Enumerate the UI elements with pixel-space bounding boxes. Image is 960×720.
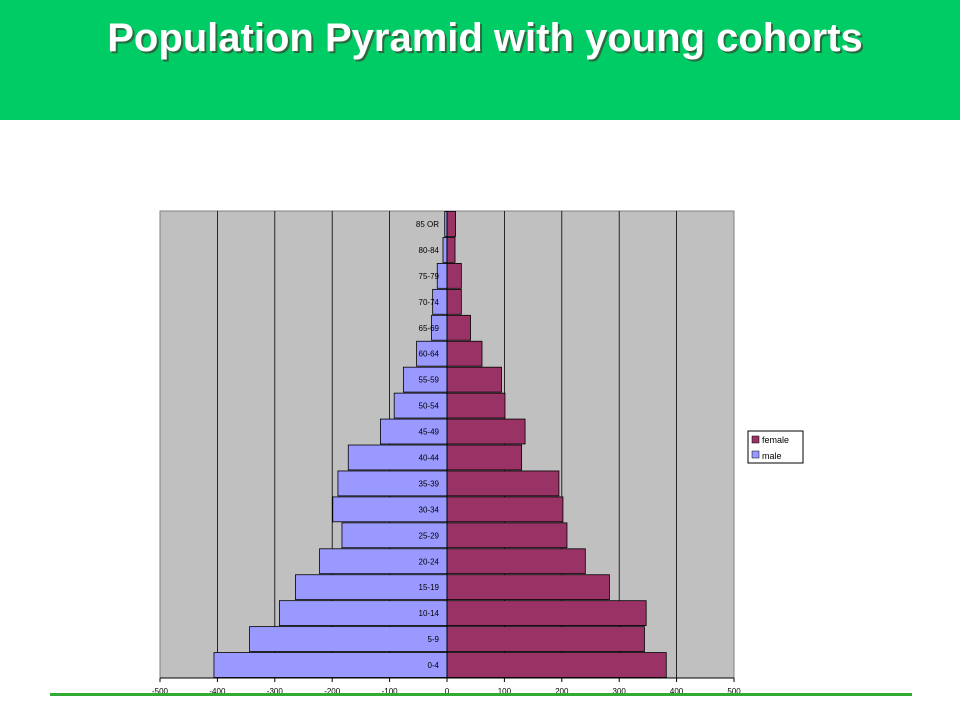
x-tick-label: 200 — [555, 687, 569, 696]
x-tick-label: -500 — [152, 687, 169, 696]
x-tick-label: 500 — [727, 687, 741, 696]
category-label: 25-29 — [419, 531, 440, 540]
bar-male-50-54 — [393, 392, 448, 419]
bar-female-40-44 — [446, 444, 523, 471]
bar-female-65-69 — [446, 314, 471, 341]
bar-female-5-9 — [446, 626, 645, 652]
legend-label-male: male — [762, 451, 782, 461]
x-tick-label: -400 — [209, 687, 226, 696]
category-label: 70-74 — [419, 298, 440, 307]
x-tick-label: 400 — [670, 687, 684, 696]
bar-female-25-29 — [446, 522, 568, 549]
bar-female-70-74 — [446, 288, 462, 315]
category-label: 5-9 — [427, 635, 439, 644]
category-label: 0-4 — [427, 661, 439, 670]
bar-female-45-49 — [446, 418, 526, 445]
bar-male-20-24 — [319, 548, 448, 575]
footer-line — [50, 693, 912, 696]
category-label: 75-79 — [419, 272, 440, 281]
x-tick-label: 300 — [613, 687, 627, 696]
x-tick-labels: -500 -400 -300 -200 -100 0 100 200 300 400 500 — [152, 678, 741, 696]
bar-male-10-14 — [278, 600, 448, 626]
bars — [213, 211, 667, 678]
bar-male-45-49 — [380, 418, 448, 445]
legend-swatch-female — [751, 435, 760, 444]
category-label: 55-59 — [419, 376, 440, 385]
bar-female-20-24 — [446, 548, 586, 575]
bar-female-60-64 — [446, 340, 483, 367]
x-tick-label: 0 — [445, 687, 450, 696]
bar-male-5-9 — [249, 626, 448, 652]
bar-female-85-or — [446, 211, 457, 237]
bar-female-30-34 — [446, 496, 564, 523]
legend-swatch-male — [751, 450, 760, 459]
bar-male-80-84 — [442, 237, 448, 263]
bar-male-0-4 — [213, 652, 448, 678]
x-tick-label: -100 — [382, 687, 399, 696]
x-tick-label: 100 — [498, 687, 512, 696]
bar-female-50-54 — [446, 392, 506, 419]
slide-title: Population Pyramid with young cohorts — [107, 16, 863, 60]
category-label: 80-84 — [419, 246, 440, 255]
bar-male-30-34 — [332, 496, 448, 523]
category-label: 85 OR — [416, 220, 439, 229]
bar-male-60-64 — [416, 340, 448, 367]
category-label: 65-69 — [419, 324, 440, 333]
bar-female-55-59 — [446, 366, 502, 393]
bar-male-25-29 — [341, 522, 448, 549]
bar-female-10-14 — [446, 600, 647, 626]
gridlines — [216, 211, 677, 678]
category-label: 30-34 — [419, 505, 440, 514]
category-label: 35-39 — [419, 479, 440, 488]
title-banner — [0, 0, 960, 120]
bar-female-15-19 — [446, 574, 610, 601]
bar-male-55-59 — [402, 366, 448, 393]
category-label: 45-49 — [419, 428, 440, 437]
category-label: 40-44 — [419, 453, 440, 462]
category-label: 10-14 — [419, 609, 440, 618]
category-label: 20-24 — [419, 557, 440, 566]
x-tick-label: -300 — [267, 687, 284, 696]
bar-male-35-39 — [337, 470, 448, 497]
legend: female male — [747, 430, 804, 464]
category-label: 15-19 — [419, 583, 440, 592]
x-tick-label: -200 — [324, 687, 341, 696]
category-labels: 0-4 5-9 10-14 15-19 20-24 25-29 30-34 35-39 40-4… — [416, 220, 440, 670]
category-label: 50-54 — [419, 402, 440, 411]
bar-female-0-4 — [446, 652, 667, 678]
category-label: 60-64 — [419, 350, 440, 359]
bar-female-80-84 — [446, 237, 456, 263]
bar-female-35-39 — [446, 470, 560, 497]
bar-female-75-79 — [446, 263, 462, 289]
legend-label-female: female — [762, 435, 789, 445]
